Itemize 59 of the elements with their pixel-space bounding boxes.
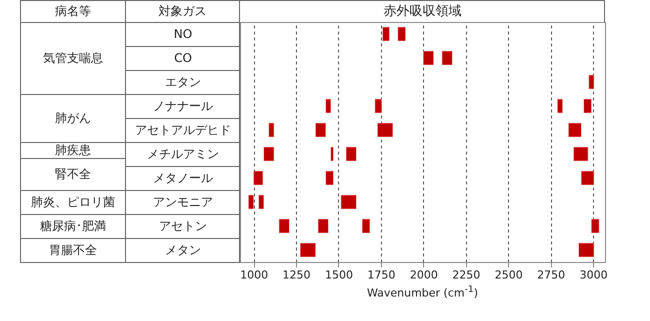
text: 肺炎、ピロリ菌 <box>20 190 126 215</box>
text: 気管支喘息 <box>20 22 126 95</box>
bar <box>253 170 264 186</box>
bar <box>573 146 588 162</box>
y-tick-label: ノナナール <box>153 99 213 113</box>
bar <box>362 218 370 234</box>
bar <box>318 218 329 234</box>
bar <box>557 98 563 114</box>
text: 肺がん <box>20 94 126 143</box>
text: 病名等 <box>20 0 126 23</box>
bar <box>264 146 274 162</box>
chart-title: 赤外吸収領域 <box>384 4 462 19</box>
bar <box>568 122 582 138</box>
bar <box>374 98 382 114</box>
y-tick-label: メタン <box>165 243 201 257</box>
x-tick-label: 2500 <box>494 268 523 282</box>
bar <box>377 122 394 138</box>
bar <box>258 194 264 210</box>
bar <box>340 194 357 210</box>
text: 腎不全 <box>20 158 126 191</box>
bar <box>442 50 452 66</box>
bar <box>591 218 600 234</box>
bar <box>580 170 594 186</box>
y-tick-label: アンモニア <box>153 195 213 209</box>
y-tick-label: NO <box>174 27 192 41</box>
x-axis-title: Wavenumber (cm$^{-1}$) <box>366 284 480 300</box>
bar <box>584 98 592 114</box>
x-tick-label: 1000 <box>240 268 268 282</box>
text: 胃腸不全 <box>20 238 126 263</box>
bar <box>588 74 594 90</box>
bar <box>330 146 334 162</box>
bar <box>423 50 434 66</box>
y-axis-title: 対象ガス <box>125 0 240 23</box>
y-tick-label: エタン <box>165 75 201 89</box>
bar <box>278 218 290 234</box>
x-tick-label: 1500 <box>324 268 353 282</box>
y-tick-label: メタノール <box>153 171 213 185</box>
text: 糖尿病･肥満 <box>20 214 126 239</box>
x-tick-label: 2250 <box>452 268 480 282</box>
x-tick-label: 1750 <box>367 268 396 282</box>
x-tick-label: 1250 <box>282 268 311 282</box>
bar <box>325 170 334 186</box>
y-tick-label: CO <box>174 51 192 65</box>
y-tick-label: アセトアルデヒド <box>135 123 231 137</box>
bar <box>346 146 357 162</box>
bar <box>382 26 390 42</box>
bar <box>315 122 326 138</box>
y-tick-label: メチルアミン <box>147 147 219 161</box>
y-tick-label: アセトン <box>159 219 207 233</box>
bar <box>268 122 274 138</box>
bar <box>578 242 594 258</box>
bar <box>300 242 316 258</box>
bar <box>398 26 406 42</box>
x-tick-label: 3000 <box>580 268 608 282</box>
x-tick-label: 2750 <box>537 268 566 282</box>
text: 肺疾患 <box>20 142 126 159</box>
x-tick-label: 2000 <box>410 268 438 282</box>
bar <box>248 194 254 210</box>
bar <box>325 98 332 114</box>
